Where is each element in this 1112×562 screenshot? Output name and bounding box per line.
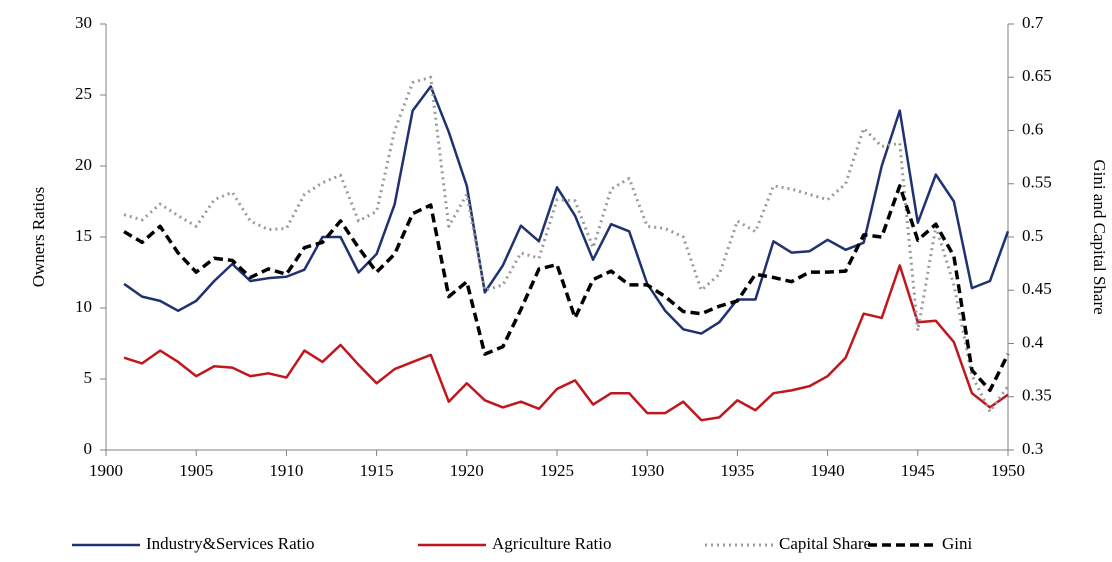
series-line — [123, 75, 1010, 414]
legend-label: Agriculture Ratio — [492, 534, 611, 553]
x-tick-label: 1920 — [450, 461, 484, 480]
x-tick-label: 1935 — [720, 461, 754, 480]
x-tick-label: 1940 — [811, 461, 845, 480]
y-tick-label: 30 — [75, 13, 92, 32]
y2-axis-title: Gini and Capital Share — [1090, 159, 1109, 314]
legend-label: Gini — [942, 534, 973, 553]
x-tick-label: 1915 — [360, 461, 394, 480]
y2-tick-label: 0.3 — [1022, 439, 1043, 458]
y-axis-title: Owners Ratios — [29, 187, 48, 288]
x-tick-label: 1910 — [269, 461, 303, 480]
y2-tick-label: 0.45 — [1022, 279, 1052, 298]
y-tick-label: 5 — [84, 368, 93, 387]
y2-tick-label: 0.6 — [1022, 119, 1043, 138]
x-tick-label: 1925 — [540, 461, 574, 480]
y-tick-label: 10 — [75, 297, 92, 316]
series-line — [123, 184, 1010, 393]
x-tick-label: 1950 — [991, 461, 1025, 480]
legend-label: Industry&Services Ratio — [146, 534, 315, 553]
x-tick-label: 1900 — [89, 461, 123, 480]
y2-tick-label: 0.55 — [1022, 173, 1052, 192]
x-tick-label: 1945 — [901, 461, 935, 480]
series-line — [123, 85, 1010, 335]
y2-tick-label: 0.7 — [1022, 13, 1044, 32]
x-tick-label: 1905 — [179, 461, 213, 480]
y2-tick-label: 0.35 — [1022, 386, 1052, 405]
y2-tick-label: 0.65 — [1022, 66, 1052, 85]
y-tick-label: 15 — [75, 226, 92, 245]
series-line — [123, 264, 1009, 422]
y-tick-label: 0 — [84, 439, 93, 458]
legend-label: Capital Share — [779, 534, 871, 553]
y2-tick-label: 0.4 — [1022, 332, 1044, 351]
y-tick-label: 25 — [75, 84, 92, 103]
y-tick-label: 20 — [75, 155, 92, 174]
y2-tick-label: 0.5 — [1022, 226, 1043, 245]
x-tick-label: 1930 — [630, 461, 664, 480]
